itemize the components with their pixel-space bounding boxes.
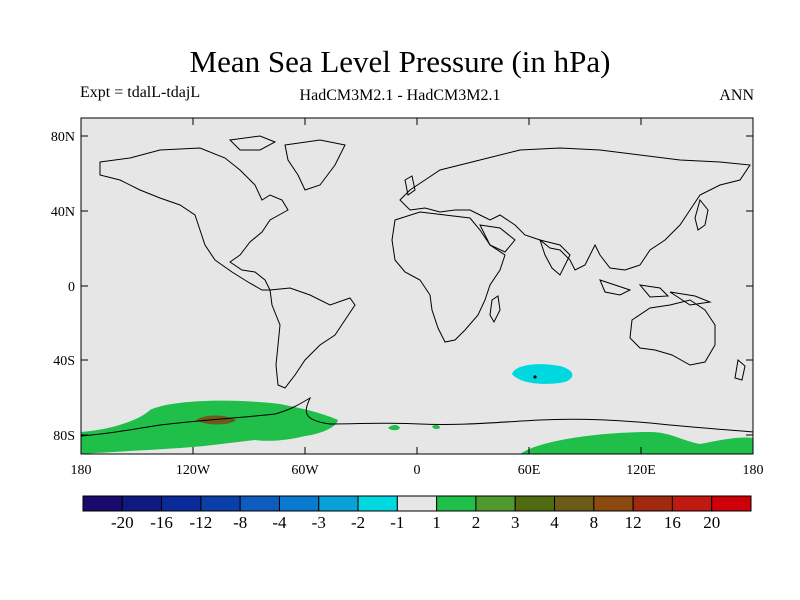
coastlines: [80, 135, 754, 437]
colorbar-swatch: [593, 495, 634, 512]
negative-region-south-indian: [512, 364, 573, 384]
colorbar-swatch: [357, 495, 398, 512]
lon-label-120w: 120W: [176, 463, 211, 478]
colorbar-swatch: [318, 495, 359, 512]
colorbar-label: 12: [625, 513, 642, 532]
lon-label-60e: 60E: [518, 463, 541, 478]
lon-label-180e: 180: [743, 463, 764, 478]
colorbar-swatch: [554, 495, 595, 512]
colorbar-swatch: [671, 495, 713, 512]
lat-label-40s: 40S: [53, 354, 75, 369]
colorbar-swatch: [200, 495, 241, 512]
colorbar-swatch: [436, 495, 477, 512]
colorbar-swatch: [278, 495, 320, 512]
positive-core-region: [196, 415, 236, 425]
colorbar-label: 3: [511, 513, 520, 532]
antarctic-positive-small-2: [432, 424, 440, 430]
colorbar-label: -20: [111, 513, 134, 532]
colorbar-swatch: [239, 495, 280, 512]
map-title: Mean Sea Level Pressure (in hPa): [189, 44, 611, 79]
colorbar-swatch: [396, 495, 438, 512]
colorbar-swatch: [82, 495, 123, 512]
colorbar-label: -8: [233, 513, 247, 532]
colorbar-label: 2: [472, 513, 481, 532]
colorbar-label: -12: [190, 513, 213, 532]
colorbar-label: -4: [272, 513, 287, 532]
colorbar-label: 4: [550, 513, 559, 532]
lat-label-80n: 80N: [51, 130, 75, 145]
lon-label-180w: 180: [71, 463, 92, 478]
colorbar-label: -3: [312, 513, 326, 532]
colorbar-label: -1: [390, 513, 404, 532]
model-label: HadCM3M2.1 - HadCM3M2.1: [299, 87, 501, 104]
lon-label-60w: 60W: [291, 463, 319, 478]
latitude-axis: [81, 135, 753, 436]
colorbar-swatch: [514, 495, 556, 512]
lon-label-120e: 120E: [626, 463, 656, 478]
colorbar: -20 -16 -12 -8 -4 -3 -2 -1 1 2 3 4 8 12 16 20: [82, 495, 752, 532]
lon-label-0: 0: [414, 463, 421, 478]
colorbar-swatch: [632, 495, 673, 512]
experiment-label: Expt = tdalL-tdajL: [80, 84, 201, 101]
colorbar-swatch: [121, 495, 163, 512]
colorbar-label: 8: [590, 513, 599, 532]
lat-label-80s: 80S: [53, 429, 75, 444]
negative-core-dot: [533, 375, 537, 379]
colorbar-label: -16: [150, 513, 173, 532]
antarctic-positive-small-1: [388, 425, 400, 431]
longitude-axis: [192, 118, 642, 454]
lat-label-0: 0: [68, 280, 75, 295]
colorbar-label: 16: [664, 513, 681, 532]
colorbar-label: -2: [351, 513, 365, 532]
lat-label-40n: 40N: [51, 205, 75, 220]
colorbar-swatch: [161, 495, 202, 512]
colorbar-label: 1: [432, 513, 441, 532]
colorbar-swatch: [711, 495, 752, 512]
antarctic-positive-region-east: [520, 432, 753, 454]
season-label: ANN: [719, 87, 754, 104]
colorbar-swatch: [475, 495, 516, 512]
colorbar-label: 20: [703, 513, 720, 532]
